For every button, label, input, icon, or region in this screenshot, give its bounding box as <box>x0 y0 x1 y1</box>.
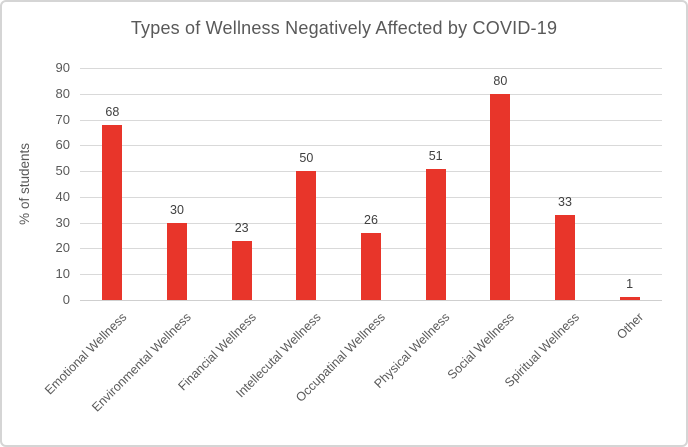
bar-value-label: 1 <box>626 277 634 292</box>
y-axis-title: % of students <box>14 68 34 300</box>
gridline <box>80 222 662 224</box>
bar-value-label: 80 <box>493 73 508 88</box>
y-tick-label: 0 <box>62 292 70 307</box>
bar <box>102 124 123 300</box>
y-tick-label: 70 <box>55 111 70 127</box>
y-tick-label: 60 <box>55 137 70 153</box>
gridline <box>80 119 662 121</box>
y-tick-label: 30 <box>55 214 70 230</box>
bar <box>167 222 187 300</box>
gridline <box>80 196 662 198</box>
y-tick-label: 50 <box>55 163 70 179</box>
gridline <box>80 145 662 147</box>
bar-value-label: 50 <box>299 151 314 166</box>
bar-value-label: 68 <box>105 104 120 119</box>
bar-value-label: 51 <box>428 148 443 163</box>
y-tick-label: 40 <box>55 188 70 204</box>
bar-value-label: 26 <box>364 212 378 227</box>
bar-value-label: 33 <box>558 194 572 209</box>
category-label: Other <box>614 310 647 343</box>
bar-value-label: 23 <box>234 220 249 235</box>
y-tick-label: 90 <box>55 60 70 75</box>
bar <box>555 214 575 300</box>
y-axis-title-text: % of students <box>16 143 32 225</box>
y-tick-label: 10 <box>55 266 70 282</box>
bar <box>619 297 640 300</box>
bar-value-label: 30 <box>170 202 184 217</box>
x-axis-line <box>80 300 662 301</box>
y-tick-label: 80 <box>55 85 70 101</box>
gridline <box>80 171 662 173</box>
bar <box>361 232 381 300</box>
chart-title: Types of Wellness Negatively Affected by… <box>130 18 558 38</box>
plot-area: % of students 0 10 20 30 40 50 60 70 80 90 68 30 23… <box>17 60 662 415</box>
bar <box>231 240 252 300</box>
bar <box>296 171 317 300</box>
category-label: Social Wellness <box>445 310 518 383</box>
gridline <box>80 93 662 95</box>
bar <box>490 93 511 300</box>
y-tick-label: 20 <box>55 240 70 256</box>
bar <box>425 168 446 300</box>
gridline <box>80 68 662 69</box>
